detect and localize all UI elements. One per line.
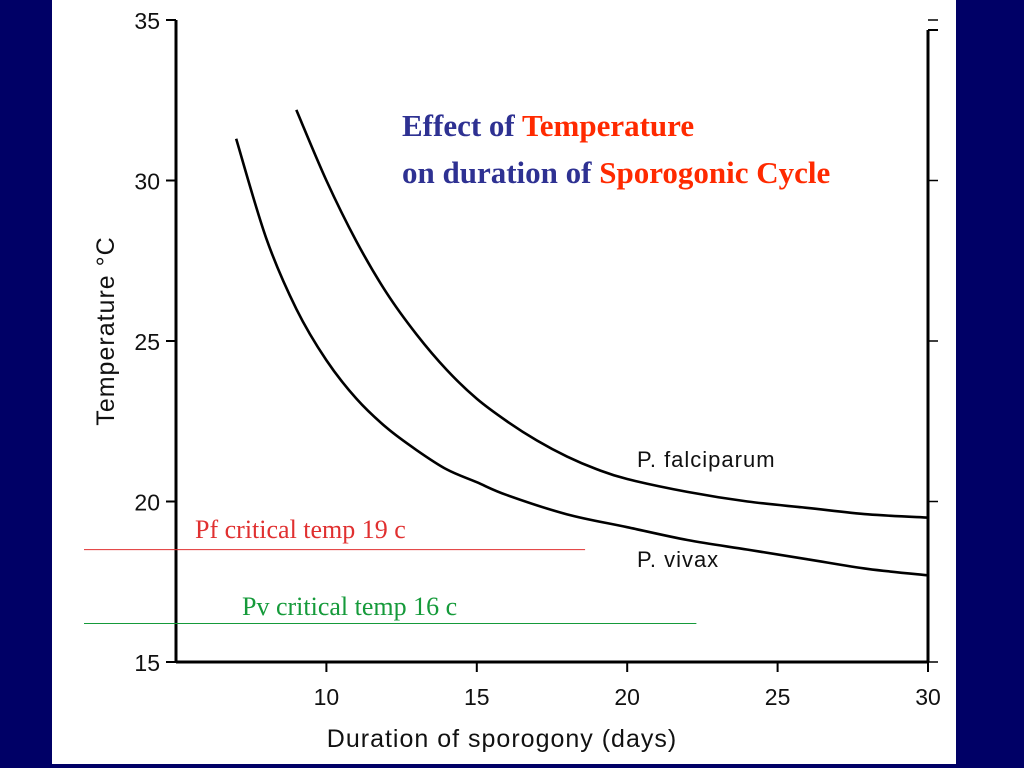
title-highlight: Temperature xyxy=(521,108,695,143)
title-text: Effect of xyxy=(402,108,522,143)
sporogony-chart: 15 20 25 30 35 10 15 20 25 30 Duration of sporogon… xyxy=(84,8,941,753)
x-tick-label: 10 xyxy=(314,684,340,710)
x-axis-label: Duration of sporogony (days) xyxy=(327,725,677,753)
title-text: on duration of xyxy=(402,155,600,190)
y-tick-label: 35 xyxy=(134,8,160,34)
title-highlight: Sporogonic Cycle xyxy=(599,155,831,190)
slide-title-line-2: on duration of Sporogonic Cycle xyxy=(402,155,830,191)
slide-panel: 15 20 25 30 35 10 15 20 25 30 Duration of sporogon… xyxy=(52,0,956,764)
series-label-p-vivax: P. vivax xyxy=(637,547,719,572)
series-line-p-falciparum xyxy=(295,109,929,519)
x-tick-label: 25 xyxy=(765,684,791,710)
pv-critical-label: Pv critical temp 16 c xyxy=(242,592,458,621)
y-tick-label: 30 xyxy=(134,169,160,195)
y-axis-label: Temperature °C xyxy=(92,236,120,425)
x-tick-label: 15 xyxy=(464,684,490,710)
slide-title-line-1: Effect of Temperature xyxy=(402,108,694,144)
x-tick-label: 20 xyxy=(614,684,640,710)
y-tick-label: 20 xyxy=(134,490,160,516)
y-tick-label: 25 xyxy=(134,329,160,355)
series-label-p-falciparum: P. falciparum xyxy=(637,447,776,472)
pf-critical-label: Pf critical temp 19 c xyxy=(195,515,406,544)
y-tick-label: 15 xyxy=(134,650,160,676)
x-tick-label: 30 xyxy=(915,684,941,710)
series-line-p-vivax xyxy=(234,138,929,577)
